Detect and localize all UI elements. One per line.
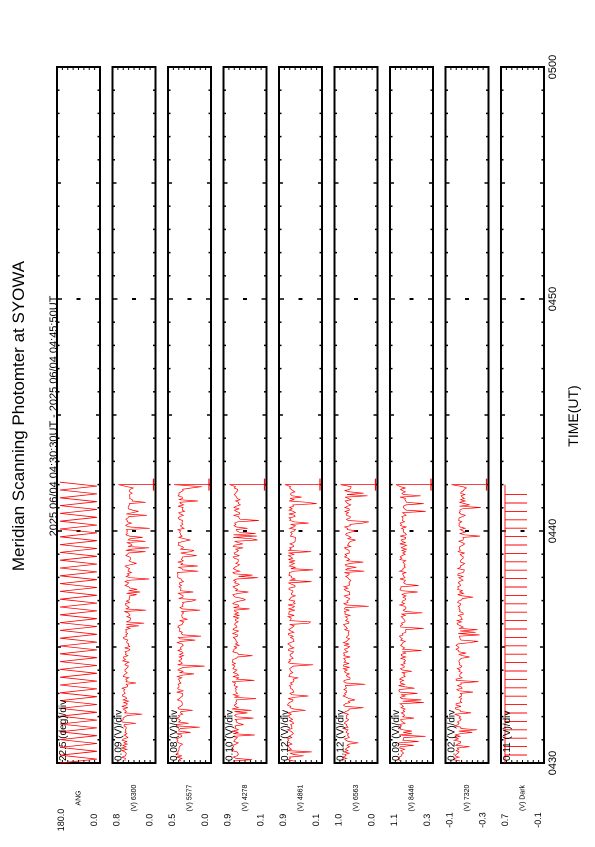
panel-y-bottom-label: -0.1 [533,812,543,828]
panel-y-top-label: 0.5 [167,814,177,827]
x-axis-label: TIME(UT) [565,385,581,446]
data-trace [504,484,527,763]
panel-frame [111,66,157,764]
panel-frame [500,66,545,764]
x-tick-label: 0450 [547,287,559,311]
panel-7 [389,66,434,764]
panel-scale-label: 0.12 (V)/div [280,710,291,761]
panel-y-bottom-label: 0.3 [422,814,432,827]
panel-scale-label: 0.10 (V)/div [225,710,236,761]
panel-channel-label: ANG [76,790,83,805]
panel-channel-label: (V) 4861 [298,784,305,811]
panel-y-bottom-label: 0.0 [367,814,377,827]
panel-y-top-label: 1.1 [389,814,399,827]
panel-3 [167,66,212,764]
panel-y-bottom-label: 0.0 [89,814,99,827]
data-trace [118,484,154,762]
panel-frame [56,66,101,764]
panel-channel-label: (V) 4278 [242,784,249,811]
panel-1 [56,66,101,764]
panel-2 [111,66,157,764]
panel-scale-label: 0.08 (V)/div [169,710,180,761]
panel-channel-label: (V) 6300 [131,784,138,811]
panel-scale-label: 0.09 (V)/div [114,710,125,761]
panel-frame [278,66,323,764]
chart-title: Meridian Scanning Photomter at SYOWA [9,260,28,571]
panel-frame [167,66,212,764]
panel-scale-label: 0.11 (V)/div [502,711,513,761]
panel-y-top-label: 0.9 [223,814,233,827]
panel-y-top-label: 0.7 [500,814,510,827]
panel-y-top-label: 0.9 [278,814,288,827]
panel-channel-label: (V) 8446 [409,784,416,811]
data-trace [340,484,376,762]
panel-channel-label: (V) Dark [520,784,527,811]
panel-frame [333,66,379,764]
panel-scale-label: 0.12 (V)/div [336,710,347,761]
panel-8 [444,66,490,764]
panel-y-bottom-label: 0.1 [256,814,266,827]
x-tick-label: 0440 [547,519,559,543]
data-trace [229,484,265,762]
panel-scale-label: 0.09 (V)/div [391,710,402,761]
data-trace [284,484,320,762]
data-trace [395,484,431,762]
chart-subtitle: 2025 06/04 04:30:30UT - 2025 06/04 04:45… [48,295,60,536]
panel-channel-label: (V) 7320 [464,784,471,811]
panel-frame [389,66,434,764]
panel-channel-label: (V) 5577 [187,784,194,811]
data-trace [451,484,487,762]
panel-y-bottom-label: 0.0 [200,814,210,827]
data-trace [173,484,209,762]
panel-y-top-label: 0.8 [112,814,122,827]
panel-scale-label: 0.02 (V)/div [447,710,458,761]
panel-channel-label: (V) 6563 [353,784,360,811]
data-trace [59,481,98,764]
panel-9 [500,66,545,764]
x-tick-label: 0430 [547,751,559,775]
panel-y-top-label: 1.0 [334,814,344,827]
panel-y-top-label: -0.1 [445,812,455,828]
panel-6 [333,66,379,764]
panel-4 [222,66,268,764]
panel-y-bottom-label: 0.0 [145,814,155,827]
panel-y-top-label: 180.0 [56,809,66,832]
panel-5 [278,66,323,764]
panel-scale-label: 22.5 (deg)/div [58,700,69,761]
panel-y-bottom-label: -0.3 [478,812,488,828]
panel-frame [222,66,268,764]
panel-y-bottom-label: 0.1 [311,814,321,827]
panel-frame [444,66,490,764]
x-tick-label: 0500 [547,55,559,79]
